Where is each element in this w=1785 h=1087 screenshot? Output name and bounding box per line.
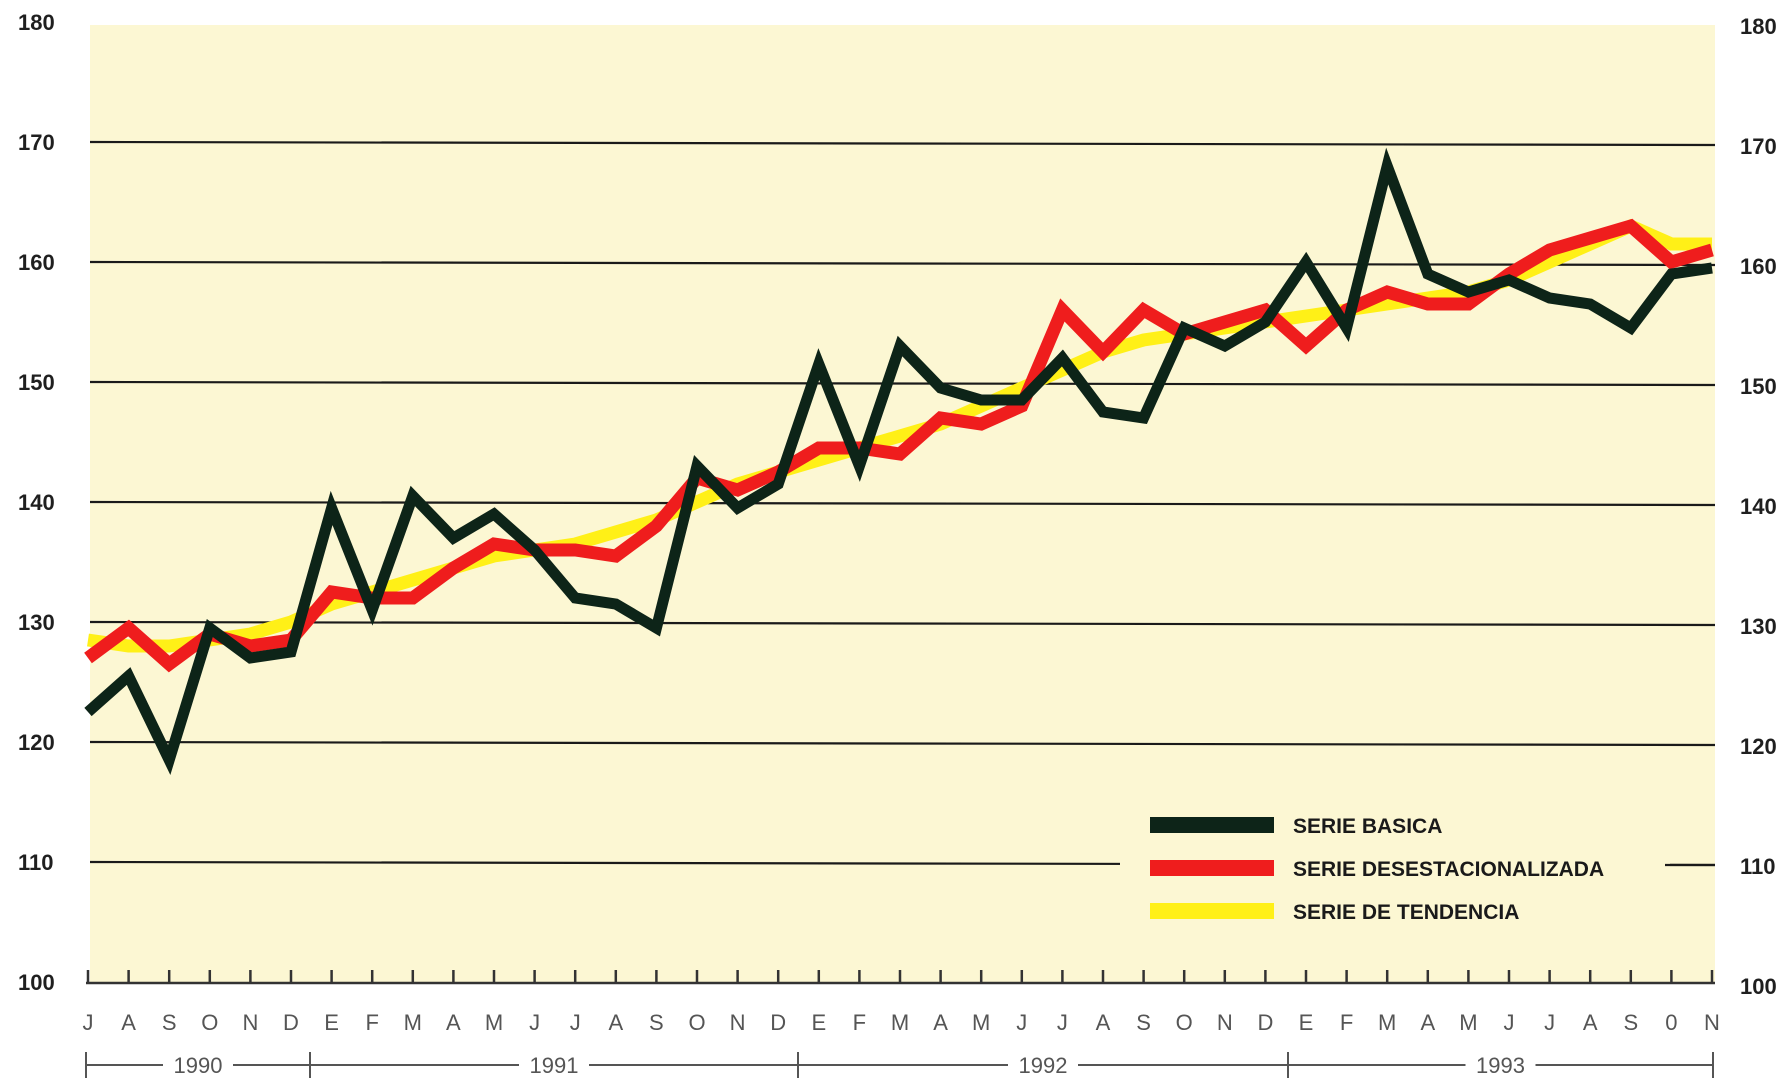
x-tick-label-13: A	[608, 1010, 623, 1035]
y-axis-right: 100 110 120 130 140 150 160 170 180	[1740, 14, 1777, 999]
x-tick-label-0: J	[83, 1010, 94, 1035]
x-tick-label-29: D	[1257, 1010, 1273, 1035]
year-label-bg-1991	[519, 1051, 589, 1079]
y-tick-right-170: 170	[1740, 134, 1777, 159]
year-label-1991: 1991	[530, 1053, 579, 1078]
gridline-120	[89, 740, 1716, 747]
x-tick-label-21: A	[933, 1010, 948, 1035]
y-tick-left-180: 180	[18, 10, 55, 35]
y-tick-left-120: 120	[18, 730, 55, 755]
x-tick-label-24: J	[1057, 1010, 1068, 1035]
x-tick-label-16: N	[730, 1010, 746, 1035]
x-tick-label-33: A	[1420, 1010, 1435, 1035]
x-tick-label-40: N	[1704, 1010, 1720, 1035]
x-tick-label-7: F	[365, 1010, 378, 1035]
x-tick-label-5: D	[283, 1010, 299, 1035]
y-tick-left-140: 140	[18, 490, 55, 515]
x-tick-label-34: M	[1459, 1010, 1477, 1035]
y-tick-right-120: 120	[1740, 734, 1777, 759]
year-label-1990: 1990	[174, 1053, 223, 1078]
legend-label-0: SERIE BASICA	[1293, 815, 1442, 838]
x-tick-label-26: S	[1136, 1010, 1151, 1035]
x-tick-label-39: 0	[1665, 1010, 1677, 1035]
year-label-bg-1992	[1008, 1051, 1078, 1079]
x-tick-label-1: A	[121, 1010, 136, 1035]
x-tick-label-31: F	[1340, 1010, 1353, 1035]
x-tick-label-28: N	[1217, 1010, 1233, 1035]
year-axis: 1990 1991 1992 1993	[85, 1051, 1714, 1079]
x-tick-label-8: M	[404, 1010, 422, 1035]
x-tick-label-15: O	[688, 1010, 705, 1035]
series-line-0	[84, 147, 1713, 775]
x-tick-label-12: J	[570, 1010, 581, 1035]
x-tick-label-30: E	[1299, 1010, 1314, 1035]
x-tick-label-36: J	[1544, 1010, 1555, 1035]
x-tick-label-9: A	[446, 1010, 461, 1035]
y-tick-right-180: 180	[1740, 14, 1777, 39]
x-tick-label-14: S	[649, 1010, 664, 1035]
y-tick-left-130: 130	[18, 610, 55, 635]
legend-swatch-2	[1150, 903, 1274, 919]
x-tick-label-35: J	[1504, 1010, 1515, 1035]
year-label-bg-1990	[163, 1051, 233, 1079]
series-line-1	[84, 218, 1714, 673]
x-tick-label-23: J	[1016, 1010, 1027, 1035]
year-label-bg-1993	[1465, 1051, 1536, 1079]
x-tick-label-27: O	[1176, 1010, 1193, 1035]
x-tick-label-11: J	[529, 1010, 540, 1035]
x-tick-label-22: M	[972, 1010, 990, 1035]
legend-swatch-1	[1150, 860, 1274, 876]
x-tick-label-18: E	[811, 1010, 826, 1035]
y-tick-right-130: 130	[1740, 614, 1777, 639]
y-tick-right-140: 140	[1740, 494, 1777, 519]
y-tick-right-160: 160	[1740, 254, 1777, 279]
x-tick-label-32: M	[1378, 1010, 1396, 1035]
legend: SERIE BASICA SERIE DESESTACIONALIZADA SERI…	[1120, 800, 1715, 928]
series-lines	[84, 147, 1714, 775]
legend-label-2: SERIE DE TENDENCIA	[1293, 901, 1519, 924]
year-label-1992: 1992	[1019, 1053, 1068, 1078]
x-tick-label-6: E	[324, 1010, 339, 1035]
year-label-1993: 1993	[1476, 1053, 1525, 1078]
y-tick-left-170: 170	[18, 130, 55, 155]
y-axis-left: 100 110 120 130 140 150 160 170 180	[18, 10, 55, 995]
gridline-170	[89, 140, 1716, 147]
x-tick-label-2: S	[162, 1010, 177, 1035]
legend-label-1: SERIE DESESTACIONALIZADA	[1293, 858, 1604, 881]
gridline-160	[89, 260, 1716, 267]
y-tick-left-150: 150	[18, 370, 55, 395]
gridlines	[89, 140, 1716, 867]
gridline-140	[89, 500, 1716, 507]
x-tick-label-38: S	[1623, 1010, 1638, 1035]
x-tick-label-37: A	[1583, 1010, 1598, 1035]
x-tick-label-4: N	[242, 1010, 258, 1035]
gridline-150	[89, 380, 1716, 387]
x-tick-label-19: F	[853, 1010, 866, 1035]
x-tick-label-25: A	[1096, 1010, 1111, 1035]
x-tick-label-3: O	[201, 1010, 218, 1035]
y-tick-right-110: 110	[1740, 854, 1776, 879]
y-tick-left-110: 110	[18, 850, 54, 875]
y-tick-right-100: 100	[1740, 974, 1777, 999]
gridline-130	[89, 620, 1716, 627]
y-tick-left-100: 100	[18, 970, 55, 995]
y-tick-right-150: 150	[1740, 374, 1777, 399]
x-tick-label-20: M	[891, 1010, 909, 1035]
x-tick-label-17: D	[770, 1010, 786, 1035]
legend-swatch-0	[1150, 817, 1274, 833]
x-tick-label-10: M	[485, 1010, 503, 1035]
y-tick-left-160: 160	[18, 250, 55, 275]
